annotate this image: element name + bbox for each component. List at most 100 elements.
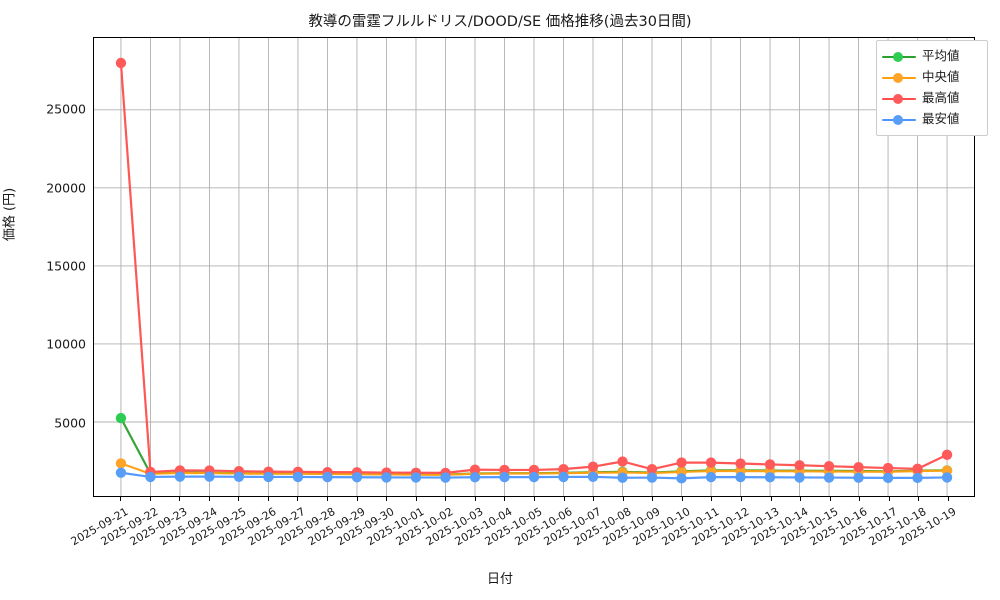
y-tick-label: 25000 [46,101,86,117]
x-tick-mark [445,497,447,501]
y-tick-label: 10000 [46,336,86,352]
x-axis-label: 日付 [486,572,513,587]
legend-label: 最安値 [922,111,960,127]
data-point [381,472,392,483]
data-point [115,412,127,424]
x-tick-mark [297,497,299,501]
y-tick-label: 5000 [54,415,86,431]
data-point [558,471,569,483]
data-point [440,472,451,483]
x-tick-mark [652,497,654,501]
legend-item[interactable]: 最高値 [882,88,981,109]
x-tick-mark [238,497,240,501]
x-tick-mark [474,497,476,501]
x-tick-mark [120,497,121,501]
data-point [705,457,717,468]
data-point [410,472,422,483]
data-point [617,472,628,483]
legend-item[interactable]: 最安値 [882,109,981,130]
data-point [587,461,599,472]
x-tick-mark [948,497,949,501]
data-point [764,472,776,483]
data-point [617,456,628,467]
data-point [322,471,333,483]
y-axis-label: 価格 (円) [2,187,18,242]
x-tick-mark [800,497,802,501]
x-tick-mark [563,497,565,501]
data-point [912,463,923,475]
data-point [115,458,127,469]
data-series-layer [115,57,953,484]
data-point [204,471,215,482]
data-point [233,471,245,482]
x-tick-mark [918,497,920,501]
data-point [735,471,746,483]
data-point [676,473,687,484]
data-point [853,461,864,473]
data-point [941,449,953,460]
y-axis-tick-labels: 5000 10000 15000 20000 25000 [28,37,119,497]
data-point [528,464,540,476]
data-point [764,459,776,470]
data-point [145,471,156,483]
x-tick-mark [504,497,506,501]
x-tick-mark [741,497,742,501]
data-point [528,471,540,483]
data-point [292,471,304,483]
y-tick-label: 15000 [46,258,86,274]
data-point [499,464,510,476]
x-tick-mark [415,497,417,501]
x-tick-mark [534,497,535,501]
data-point [705,471,717,483]
data-point [941,472,953,483]
x-tick-mark [711,497,713,501]
legend-swatch-icon [882,51,916,63]
data-point [853,472,864,483]
legend-swatch-icon [882,114,916,126]
x-tick-mark [356,497,358,501]
x-tick-mark [179,497,181,501]
data-point [794,472,805,483]
x-tick-mark [770,497,772,501]
chart-legend[interactable]: 平均値中央値最高値最安値 [876,40,988,136]
x-tick-mark [386,497,388,501]
data-point [676,457,687,468]
x-tick-mark [622,497,624,501]
x-tick-mark [149,497,151,501]
legend-label: 中央値 [922,69,960,85]
data-point [587,471,599,482]
legend-item[interactable]: 中央値 [882,67,981,88]
data-point [882,462,894,474]
data-point [646,472,658,483]
x-tick-mark [859,497,861,501]
data-point [912,472,923,484]
x-tick-mark [888,497,890,501]
data-point [794,460,805,471]
data-point [882,472,894,484]
data-point [823,461,835,472]
data-point [735,458,746,469]
data-point [499,471,510,483]
data-point [115,57,127,69]
data-point [558,463,569,475]
data-point [823,472,835,483]
data-point [469,472,481,483]
data-point [351,472,363,483]
data-point [115,467,127,478]
data-point [646,463,658,475]
legend-item[interactable]: 平均値 [882,46,981,67]
y-tick-label: 20000 [46,180,86,195]
x-tick-mark [829,497,831,501]
data-point [263,471,274,483]
chart-title: 教導の雷霆フルルドリス/DOOD/SE 価格推移(過去30日間) [308,14,692,30]
data-point [469,464,481,475]
plot-area [93,37,975,497]
legend-label: 平均値 [922,48,960,64]
legend-swatch-icon [882,93,916,105]
data-point [174,471,186,482]
legend-label: 最高値 [922,90,960,106]
legend-swatch-icon [882,72,916,84]
x-tick-mark [593,497,595,501]
gridlines [94,38,974,496]
